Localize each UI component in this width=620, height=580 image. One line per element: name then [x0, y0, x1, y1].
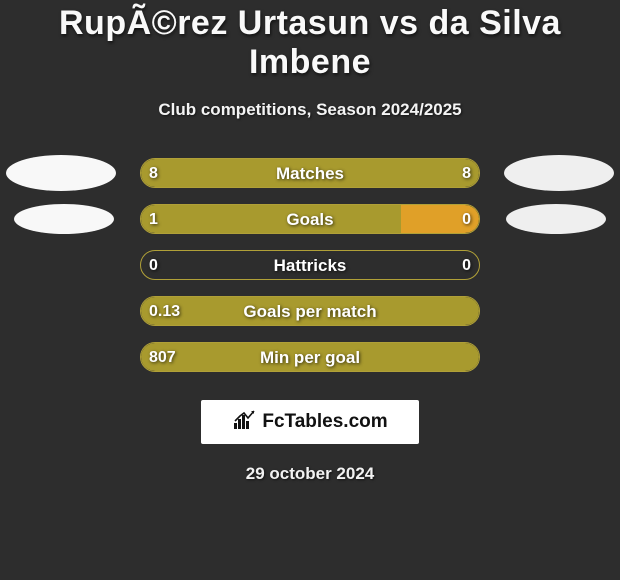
- bar-left-fill: [141, 205, 401, 233]
- subtitle: Club competitions, Season 2024/2025: [0, 100, 620, 120]
- bar-track: 0.13Goals per match: [140, 296, 480, 326]
- player-left-badge: [6, 155, 116, 191]
- page-title: RupÃ©rez Urtasun vs da Silva Imbene: [0, 4, 620, 82]
- stat-row: 10Goals: [0, 204, 620, 234]
- bar-left-fill: [141, 159, 310, 187]
- brand-text: FcTables.com: [262, 411, 387, 433]
- bar-track: 807Min per goal: [140, 342, 480, 372]
- bar-right-fill: [401, 205, 479, 233]
- bar-right-fill: [310, 159, 479, 187]
- bar-track: 0 0Hattricks: [140, 250, 480, 280]
- date-text: 29 october 2024: [0, 464, 620, 484]
- stat-label: Hattricks: [141, 251, 479, 280]
- stat-value-right: 0: [462, 251, 471, 280]
- brand-chart-icon: [232, 409, 258, 436]
- stats-rows: 88Matches 10Goals 0 0Hattricks 0.13Goals per…: [0, 158, 620, 372]
- bar-track: 10Goals: [140, 204, 480, 234]
- bar-track: 88Matches: [140, 158, 480, 188]
- player-left-badge: [14, 204, 114, 234]
- brand-box: FcTables.com: [201, 400, 419, 444]
- stat-row: 807Min per goal: [0, 342, 620, 372]
- bar-left-fill: [141, 297, 479, 325]
- stat-value-left: 0: [149, 251, 158, 280]
- stat-row: 0.13Goals per match: [0, 296, 620, 326]
- player-right-badge: [506, 204, 606, 234]
- stat-row: 0 0Hattricks: [0, 250, 620, 280]
- bar-left-fill: [141, 343, 479, 371]
- player-right-badge: [504, 155, 614, 191]
- stat-row: 88Matches: [0, 158, 620, 188]
